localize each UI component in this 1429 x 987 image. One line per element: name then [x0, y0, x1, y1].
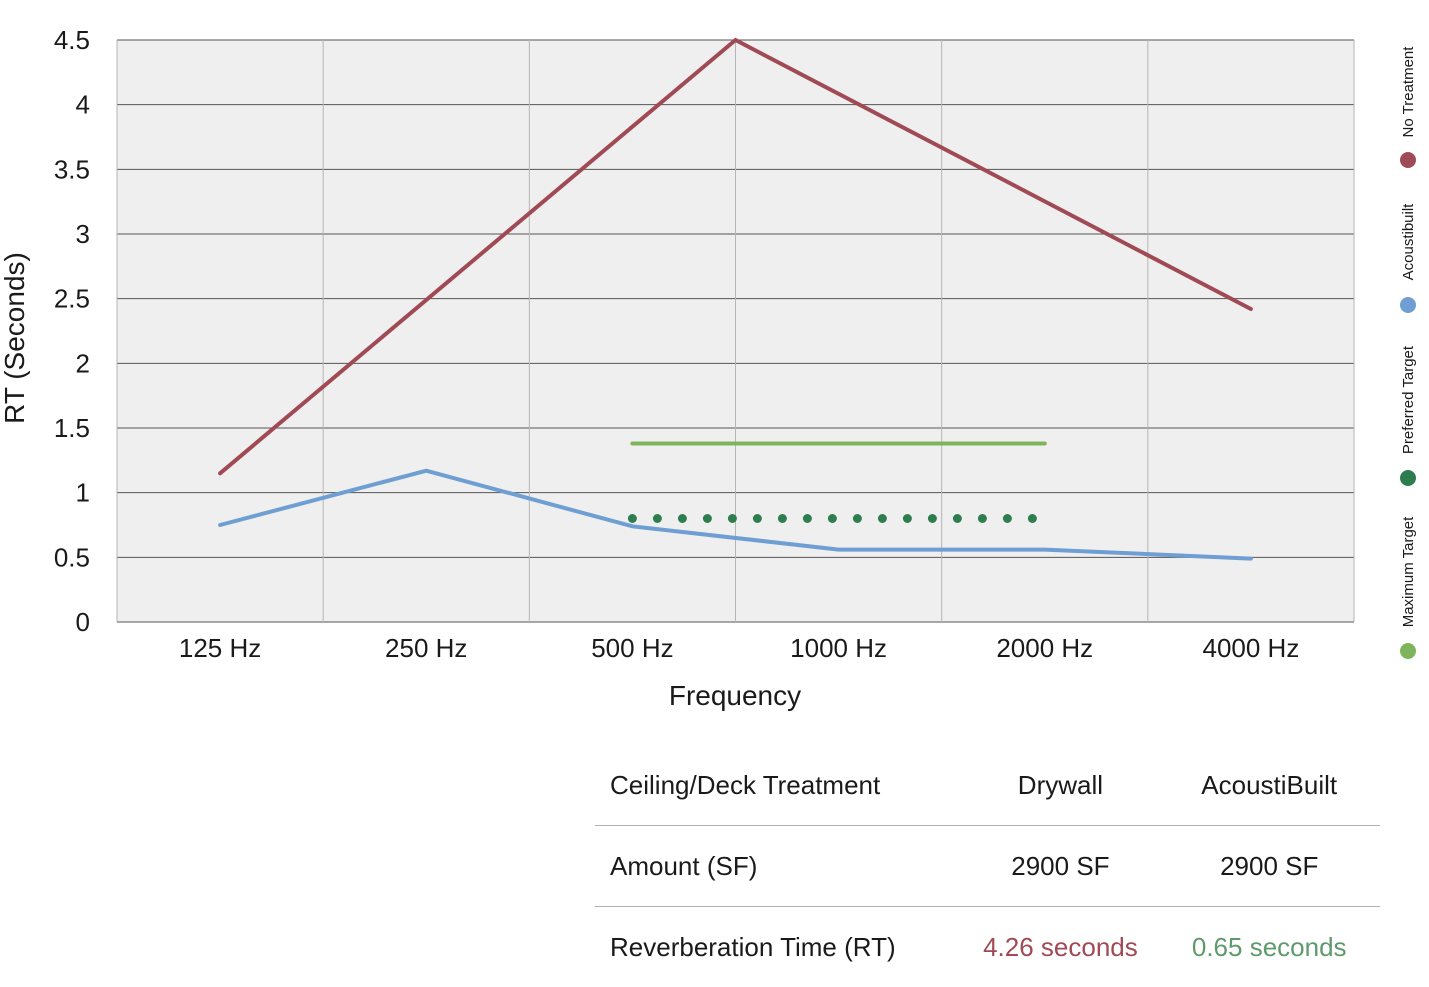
- drywall-rt-value: 4.26 seconds: [962, 907, 1158, 987]
- table-row: Ceiling/Deck Treatment Drywall AcoustiBu…: [595, 745, 1380, 826]
- table-cell: 2900 SF: [962, 826, 1158, 907]
- legend-label-preferred-target: Preferred Target: [1400, 345, 1417, 454]
- x-tick-label: 1000 Hz: [790, 633, 887, 663]
- legend-label-no-treatment: No Treatment: [1400, 46, 1417, 138]
- legend-marker-acoustibuilt: [1400, 297, 1416, 313]
- x-tick-label: 500 Hz: [591, 633, 673, 663]
- legend-marker-preferred-target: [1400, 470, 1416, 486]
- treatment-summary-table: Ceiling/Deck Treatment Drywall AcoustiBu…: [595, 745, 1380, 987]
- acoustibuilt-rt-value: 0.65 seconds: [1158, 907, 1380, 987]
- y-tick-label: 3.5: [54, 154, 90, 184]
- legend: No Treatment Acoustibuilt Preferred Target…: [1400, 46, 1417, 659]
- y-axis-title: RT (Seconds): [0, 252, 30, 424]
- table-cell: Drywall: [962, 745, 1158, 826]
- y-tick-label: 1: [76, 478, 90, 508]
- table-cell: Amount (SF): [595, 826, 962, 907]
- x-tick-label: 2000 Hz: [996, 633, 1093, 663]
- x-axis-title: Frequency: [669, 680, 801, 711]
- y-tick-label: 1.5: [54, 413, 90, 443]
- legend-label-acoustibuilt: Acoustibuilt: [1400, 203, 1417, 281]
- y-tick-label: 0: [76, 607, 90, 637]
- table-cell: AcoustiBuilt: [1158, 745, 1380, 826]
- y-tick-labels: 0 0.5 1 1.5 2 2.5 3 3.5 4 4.5: [54, 25, 90, 637]
- y-tick-label: 2: [76, 348, 90, 378]
- legend-label-maximum-target: Maximum Target: [1400, 516, 1417, 627]
- legend-marker-no-treatment: [1400, 152, 1416, 168]
- y-tick-label: 4.5: [54, 25, 90, 55]
- x-tick-labels: 125 Hz 250 Hz 500 Hz 1000 Hz 2000 Hz 4000 Hz: [179, 633, 1299, 663]
- table-cell: 2900 SF: [1158, 826, 1380, 907]
- x-tick-label: 125 Hz: [179, 633, 261, 663]
- table-cell: Reverberation Time (RT): [595, 907, 962, 987]
- table-row: Reverberation Time (RT) 4.26 seconds 0.6…: [595, 907, 1380, 987]
- y-tick-label: 2.5: [54, 284, 90, 314]
- x-tick-label: 4000 Hz: [1202, 633, 1299, 663]
- y-tick-label: 0.5: [54, 542, 90, 572]
- y-tick-label: 4: [76, 90, 90, 120]
- legend-marker-maximum-target: [1400, 643, 1416, 659]
- table-cell: Ceiling/Deck Treatment: [595, 745, 962, 826]
- y-tick-label: 3: [76, 219, 90, 249]
- x-tick-label: 250 Hz: [385, 633, 467, 663]
- table-row: Amount (SF) 2900 SF 2900 SF: [595, 826, 1380, 907]
